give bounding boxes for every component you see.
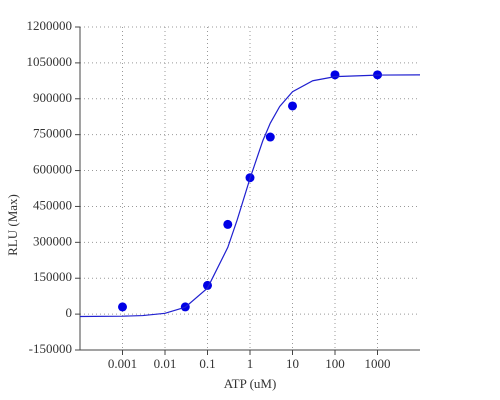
x-tick-label: 0.001 xyxy=(108,356,137,371)
x-tick-label: 10 xyxy=(286,356,299,371)
x-axis-title: ATP (uM) xyxy=(224,376,277,391)
y-tick-label: 450000 xyxy=(33,197,72,212)
y-axis-title: RLU (Max) xyxy=(5,194,20,256)
data-point xyxy=(223,219,233,229)
y-tick-label: 1050000 xyxy=(27,54,73,69)
y-tick-label: 900000 xyxy=(33,90,72,105)
data-point xyxy=(265,132,275,142)
x-tick-label: 1 xyxy=(247,356,254,371)
y-tick-label: 600000 xyxy=(33,162,72,177)
fit-curve xyxy=(79,74,421,318)
y-tick-label: 750000 xyxy=(33,126,72,141)
y-tick-label: 0 xyxy=(66,305,73,320)
y-tick-label: 1200000 xyxy=(27,18,73,33)
x-tick-label: 0.01 xyxy=(154,356,177,371)
data-point xyxy=(118,302,127,312)
y-tick-label: -150000 xyxy=(29,341,72,356)
x-tick-label: 1000 xyxy=(365,356,391,371)
x-tick-label: 0.1 xyxy=(199,356,215,371)
data-point xyxy=(288,101,297,111)
y-tick-label: 150000 xyxy=(33,269,72,284)
y-tick-label: 300000 xyxy=(33,233,72,248)
x-tick-label: 100 xyxy=(325,356,345,371)
data-point xyxy=(330,70,340,80)
